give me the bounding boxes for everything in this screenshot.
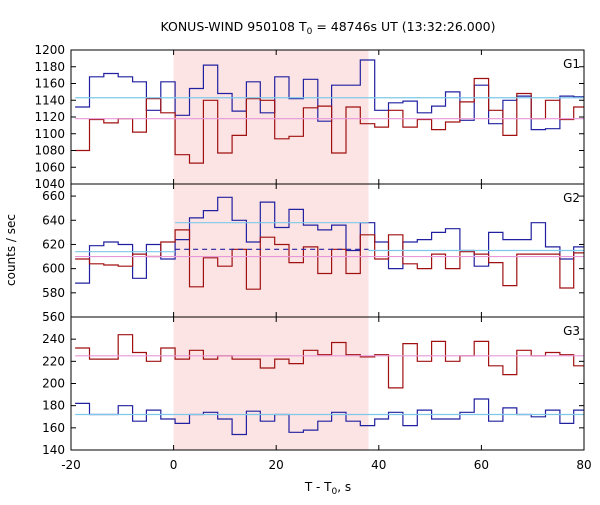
panel-series-group [75,334,584,436]
y-tick-label-g3: 200 [42,377,65,391]
y-tick-label-g1: 1040 [34,177,65,191]
x-axis-label: T - T0, s [304,480,351,497]
x-tick-label: 60 [474,458,489,472]
y-tick-label-g2: 560 [42,310,65,324]
xlabel-subscript: 0 [332,487,338,497]
y-tick-label-g1: 1180 [34,60,65,74]
y-tick-label-g3: 220 [42,354,65,368]
y-tick-label-g3: 160 [42,421,65,435]
y-tick-label-g3: 140 [42,443,65,457]
x-tick-label: 20 [269,458,284,472]
y-tick-label-g3: 180 [42,399,65,413]
x-tick-label: 40 [371,458,386,472]
panel-label-g2: G2 [563,191,580,205]
y-tick-label-g2: 600 [42,262,65,276]
xlabel-prefix: T - T [304,480,332,494]
shaded-interval [173,50,369,450]
y-tick-label-g1: 1140 [34,93,65,107]
y-tick-label-g2: 640 [42,213,65,227]
title-suffix: = 48746s UT (13:32:26.000) [312,19,495,34]
panel-g3: 140 160 180 200 220 240 G3 [42,316,585,457]
y-tick-label-g1: 1100 [34,127,65,141]
series-step-g2-1 [75,229,584,290]
panel-g1: 1040 1060 1080 1100 1120 1140 1160 1180 1200 G1 [34,43,585,191]
plot-area: 1040 1060 1080 1100 1120 1140 1160 1180 1200 G1 56… [34,43,591,472]
chart-title: KONUS-WIND 950108 T0 = 48746s UT (13:32:… [160,19,495,37]
panel-label-g1: G1 [563,57,580,71]
panel-frame-g3 [70,316,585,451]
panel-series-group [75,59,584,164]
series-step-g3-0 [75,334,584,389]
title-prefix: KONUS-WIND 950108 T [160,19,306,34]
y-tick-label-g1: 1080 [34,144,65,158]
y-tick-label-g3: 240 [42,332,65,346]
y-tick-label-g1: 1060 [34,160,65,174]
series-step-g1-1 [75,77,584,164]
y-tick-label-g2: 660 [42,189,65,203]
y-tick-label-g1: 1200 [34,43,65,57]
panel-g2: 560 580 600 620 640 660 G2 [42,183,585,324]
y-tick-label-g1: 1160 [34,77,65,91]
panel-label-g3: G3 [563,324,580,338]
y-tick-label-g2: 620 [42,237,65,251]
y-tick-label-g2: 580 [42,286,65,300]
xlabel-suffix: , s [337,480,351,494]
x-tick-label: 0 [170,458,178,472]
panel-series-group [75,196,584,290]
y-tick-label-g1: 1120 [34,110,65,124]
x-tick-label: 80 [576,458,591,472]
y-axis-label: counts / sec [4,214,18,286]
x-tick-label: -20 [61,458,81,472]
title-subscript: 0 [307,27,313,37]
